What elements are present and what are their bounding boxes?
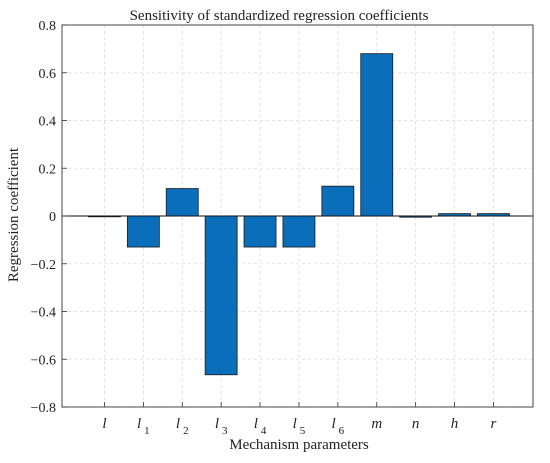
bar [282,215,316,248]
x-tick-label: n [412,416,420,432]
chart-title: Sensitivity of standardized regression c… [130,8,429,24]
x-tick-label: r [491,416,497,432]
y-axis-label: Regression coefficient [6,147,22,282]
bar [321,185,355,217]
bar [126,215,160,248]
bar [204,215,238,376]
x-tick-label: m [371,416,382,432]
y-tick-label: −0.4 [31,306,56,321]
bar [165,188,199,217]
x-axis-label: Mechanism parameters [229,437,369,453]
y-tick-label: −0.8 [31,401,56,416]
x-tick-label: l [102,416,106,432]
y-axis-ticks: −0.8 −0.6 −0.4 −0.2 0 0.2 0.4 0.6 0.8 [31,19,67,416]
bar [243,215,277,248]
y-tick-label: 0.8 [39,19,57,34]
y-tick-label: 0.2 [39,162,57,177]
x-tick-label: h [451,416,459,432]
y-tick-label: 0.4 [39,115,57,130]
y-tick-label: 0 [49,210,56,225]
y-tick-label: 0.6 [39,67,57,82]
bar [360,53,394,217]
y-tick-label: −0.2 [31,258,56,273]
y-tick-label: −0.6 [31,353,56,368]
